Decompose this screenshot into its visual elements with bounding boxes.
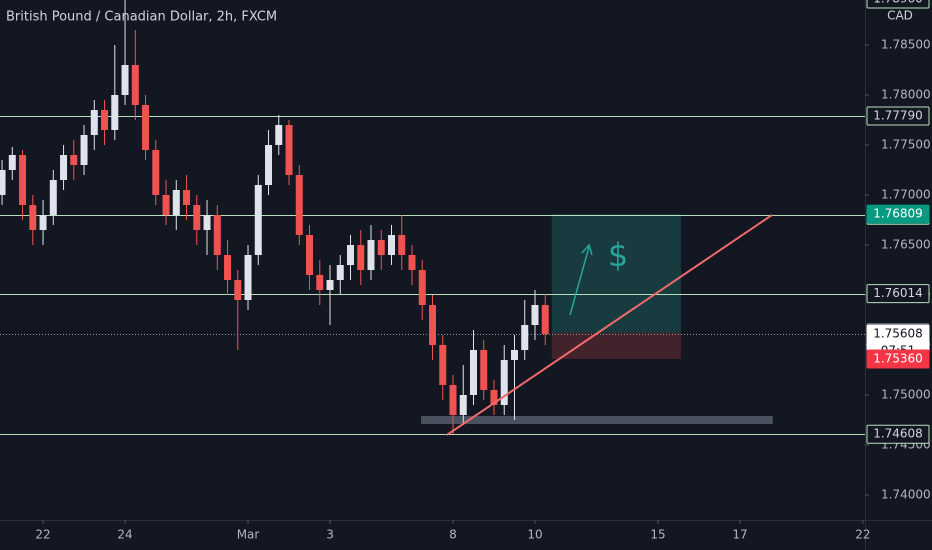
level-label-box <box>866 424 930 444</box>
candle-body <box>142 105 150 150</box>
plot <box>0 0 865 435</box>
y-tick-label: 1.77000 <box>881 188 931 202</box>
candle-body <box>367 240 375 270</box>
candle-body <box>336 265 344 280</box>
candle-body <box>162 195 170 215</box>
x-tick-label: 22 <box>855 528 870 542</box>
level-label-box <box>866 106 930 126</box>
candle-body <box>326 280 334 290</box>
candle-body <box>347 245 355 265</box>
candle-body <box>152 150 160 195</box>
trendline <box>446 214 773 436</box>
x-tick-label: 17 <box>732 528 747 542</box>
y-tick-label: 1.78000 <box>881 88 931 102</box>
candle-body <box>49 180 57 215</box>
candle-body <box>29 205 37 230</box>
x-tick-label: 8 <box>449 528 457 542</box>
candle-body <box>70 155 78 165</box>
candle-body <box>521 325 529 350</box>
candle-body <box>183 190 191 205</box>
candle-body <box>439 345 447 385</box>
x-tick-label: 15 <box>650 528 665 542</box>
target-label-box <box>866 204 930 224</box>
candle-body <box>408 255 416 270</box>
x-tick-label: 24 <box>117 528 132 542</box>
candle-body <box>429 305 436 345</box>
level-label: 1.78960 <box>873 0 923 6</box>
candle-body <box>459 395 467 415</box>
candle-body <box>500 360 508 405</box>
candle-body <box>531 305 539 325</box>
candle-body <box>193 205 201 230</box>
profit-zone <box>551 214 681 333</box>
y-tick-label: 1.74000 <box>881 488 931 502</box>
y-tick-label: 1.78500 <box>881 38 931 52</box>
arrow <box>569 243 593 316</box>
candle-body <box>244 255 252 300</box>
candle-body <box>131 65 139 105</box>
level-label-box <box>866 0 930 9</box>
x-tick-label: 3 <box>326 528 334 542</box>
candle-body <box>285 125 293 175</box>
candle-body <box>121 65 129 95</box>
candle-body <box>398 235 406 255</box>
candle-body <box>388 235 396 255</box>
candle-body <box>172 190 180 215</box>
candle-body <box>90 110 98 135</box>
x-tick-label: Mar <box>237 528 260 542</box>
candle-body <box>469 350 477 395</box>
stop-label-box <box>866 349 930 369</box>
candle-body <box>0 170 6 195</box>
candle-body <box>265 145 273 185</box>
x-tick-label: 10 <box>527 528 542 542</box>
candle-body <box>449 385 457 415</box>
chart-title: British Pound / Canadian Dollar, 2h, FXC… <box>6 10 277 25</box>
candle-body <box>510 350 518 360</box>
candle-body <box>418 270 426 305</box>
candle-body <box>541 305 549 335</box>
level-label: 1.76014 <box>873 286 923 300</box>
y-tick-label: 1.75000 <box>881 388 931 402</box>
stop-label: 1.75360 <box>873 352 923 366</box>
candle-body <box>316 275 324 290</box>
candle-body <box>203 215 211 230</box>
loss-zone <box>551 332 681 359</box>
candle-body <box>254 185 262 255</box>
candle-body <box>39 215 47 230</box>
candle-body <box>19 155 27 205</box>
x-tick-label: 22 <box>35 528 50 542</box>
level-label-box <box>866 284 930 304</box>
candle-body <box>213 215 221 255</box>
candle-body <box>377 240 385 255</box>
candle-body <box>80 135 88 165</box>
y-tick-label: 1.77500 <box>881 138 931 152</box>
candle-body <box>224 255 232 280</box>
candle-body <box>490 390 498 405</box>
candle-body <box>275 125 283 145</box>
candle-body <box>60 155 68 180</box>
currency-label: CAD <box>887 9 913 23</box>
dollar-annotation: $ <box>608 236 628 274</box>
candle-body <box>234 280 242 300</box>
target-label: 1.76809 <box>873 207 923 221</box>
current-price-label: 1.75608 <box>873 327 923 341</box>
candle-body <box>111 95 119 130</box>
candle-body <box>8 155 16 170</box>
level-label: 1.74608 <box>873 427 923 441</box>
level-label: 1.77790 <box>873 109 923 123</box>
candle-body <box>480 350 488 390</box>
support-zone <box>421 416 773 424</box>
y-tick-label: 1.76500 <box>881 238 931 252</box>
candle-body <box>306 235 314 275</box>
candle-body <box>295 175 303 235</box>
candle-body <box>101 110 109 130</box>
candle-body <box>357 245 365 270</box>
